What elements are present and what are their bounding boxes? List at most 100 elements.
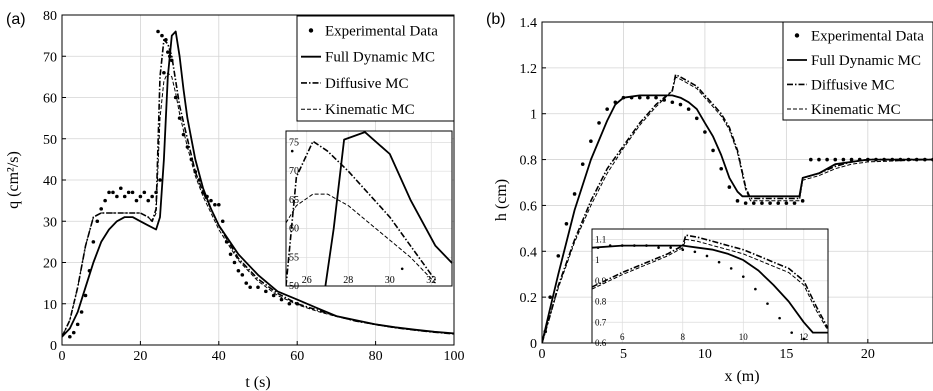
data-point <box>548 295 552 299</box>
y-tick-label: 30 <box>43 215 57 230</box>
data-point <box>271 293 276 298</box>
inset-y-tick-label: 1.1 <box>595 234 606 244</box>
data-point <box>160 33 164 38</box>
legend-label: Full Dynamic MC <box>325 50 435 66</box>
series-line-kinematic-mc <box>62 72 454 338</box>
data-point <box>597 121 601 125</box>
data-point <box>833 157 838 162</box>
data-point <box>784 201 789 205</box>
legend: Experimental Data Full Dynamic MC Diffusiv… <box>296 15 455 122</box>
data-point <box>91 240 96 244</box>
inset-x-tick-label: 26 <box>302 275 312 286</box>
data-point <box>99 207 103 211</box>
y-tick-label: 20 <box>43 257 57 272</box>
inset-y-tick-label: 50 <box>289 281 299 292</box>
data-point <box>138 194 143 199</box>
data-point <box>719 166 724 171</box>
data-point <box>126 190 131 195</box>
data-point <box>802 337 806 341</box>
x-tick-label: 80 <box>369 349 383 364</box>
data-point <box>809 157 813 162</box>
data-point <box>580 162 585 166</box>
x-tick-label: 60 <box>290 349 304 364</box>
inset-x-tick-label: 10 <box>739 332 749 342</box>
data-point <box>751 201 756 205</box>
series-line-kinematic-mc <box>542 76 933 343</box>
legend-label: Kinematic MC <box>811 102 901 118</box>
legend-marker <box>308 28 314 33</box>
data-point <box>115 194 119 199</box>
data-point <box>146 198 151 203</box>
data-point <box>670 100 675 105</box>
data-point <box>790 331 793 334</box>
data-point <box>768 201 772 205</box>
inset-y-tick-label: 1 <box>595 255 600 265</box>
y-tick-label: 1.2 <box>520 62 538 77</box>
inset-y-tick-label: 0.8 <box>595 297 607 307</box>
data-point <box>228 252 233 257</box>
inset-background <box>286 131 452 286</box>
y-tick-label: 0 <box>50 339 57 354</box>
inset-chart: 26 28 30 32 50 55 60 65 70 75 <box>285 130 453 292</box>
data-point <box>792 201 797 205</box>
data-point <box>778 316 781 320</box>
legend-label: Full Dynamic MC <box>811 53 921 69</box>
y-tick-label: 0.6 <box>520 199 538 214</box>
data-point <box>849 157 854 162</box>
data-point <box>150 194 154 199</box>
data-point <box>776 201 781 205</box>
data-point <box>754 287 757 291</box>
data-point <box>646 95 650 100</box>
y-tick-label: 80 <box>43 9 57 24</box>
x-tick-label: 0 <box>59 349 66 364</box>
data-point <box>678 102 683 107</box>
x-tick-label: 5 <box>620 347 627 362</box>
data-point <box>657 246 660 249</box>
data-point <box>166 50 170 54</box>
chart-b: (b) 0 5 10 15 20 0 0.2 0.4 0.6 0.8 1 1.2 1.4 x (m) h (c… <box>486 11 933 385</box>
inset-y-tick-label: 0.6 <box>595 338 607 348</box>
data-point <box>107 190 111 195</box>
legend: Experimental Data Full Dynamic MC Diffusiv… <box>782 21 933 121</box>
data-point <box>213 202 217 207</box>
x-tick-label: 40 <box>212 349 226 364</box>
data-point <box>589 139 593 144</box>
data-point <box>220 219 225 224</box>
data-point <box>248 285 252 290</box>
legend-marker <box>794 33 800 38</box>
data-point <box>717 260 721 264</box>
data-point <box>256 285 260 290</box>
y-tick-label: 70 <box>43 50 57 65</box>
data-point <box>572 192 577 196</box>
data-point <box>75 322 80 327</box>
panel-label: (b) <box>486 11 506 28</box>
data-point <box>800 199 805 203</box>
inset-y-tick-label: 0.7 <box>595 317 607 327</box>
data-point <box>232 260 237 265</box>
data-point <box>103 198 107 203</box>
data-point <box>741 275 745 278</box>
y-tick-label: 60 <box>43 92 57 107</box>
data-point <box>637 95 642 100</box>
series-line-kinematic-mc <box>286 193 436 284</box>
y-tick-label: 10 <box>43 298 57 313</box>
x-tick-label: 100 <box>444 349 465 364</box>
data-point <box>693 250 697 254</box>
data-point <box>217 202 221 207</box>
x-tick-label: 15 <box>779 347 793 362</box>
data-point <box>766 302 769 305</box>
inset-x-tick-label: 12 <box>799 332 808 342</box>
data-point <box>71 330 76 335</box>
legend-box <box>296 15 455 122</box>
data-point <box>727 185 732 189</box>
data-point <box>735 199 740 203</box>
data-point <box>83 293 88 298</box>
series-line-kinematic-mc <box>592 238 828 331</box>
data-point <box>711 148 715 153</box>
inset-y-tick-label: 75 <box>289 137 299 148</box>
inset-x-tick-label: 6 <box>620 332 625 342</box>
inset-x-tick-label: 32 <box>426 275 436 286</box>
legend-label: Diffusive MC <box>811 77 894 93</box>
x-axis-label: t (s) <box>245 374 270 391</box>
